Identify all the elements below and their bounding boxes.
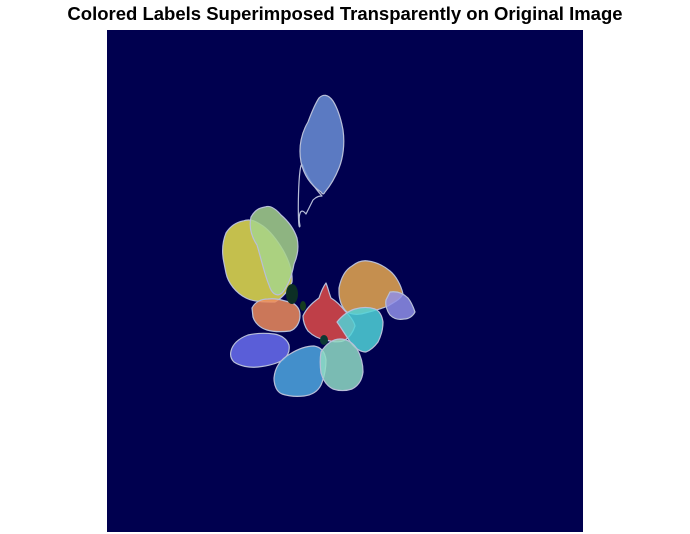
leaf-gap-3 — [300, 301, 306, 311]
leaf-label-11 — [319, 338, 364, 392]
leaf-gap-1 — [286, 284, 298, 304]
leaf-label-6 — [251, 298, 301, 333]
figure-title: Colored Labels Superimposed Transparentl… — [67, 3, 623, 24]
label-overlay-image — [107, 30, 583, 532]
plant-shadow-details — [286, 284, 328, 345]
leaf-label-1 — [299, 94, 345, 195]
leaf-label-5 — [385, 291, 416, 320]
leaf-gap-2 — [320, 335, 328, 345]
leaf-label-9 — [230, 332, 290, 368]
plant-label-layer — [222, 94, 416, 397]
leaf-label-3 — [249, 205, 299, 296]
